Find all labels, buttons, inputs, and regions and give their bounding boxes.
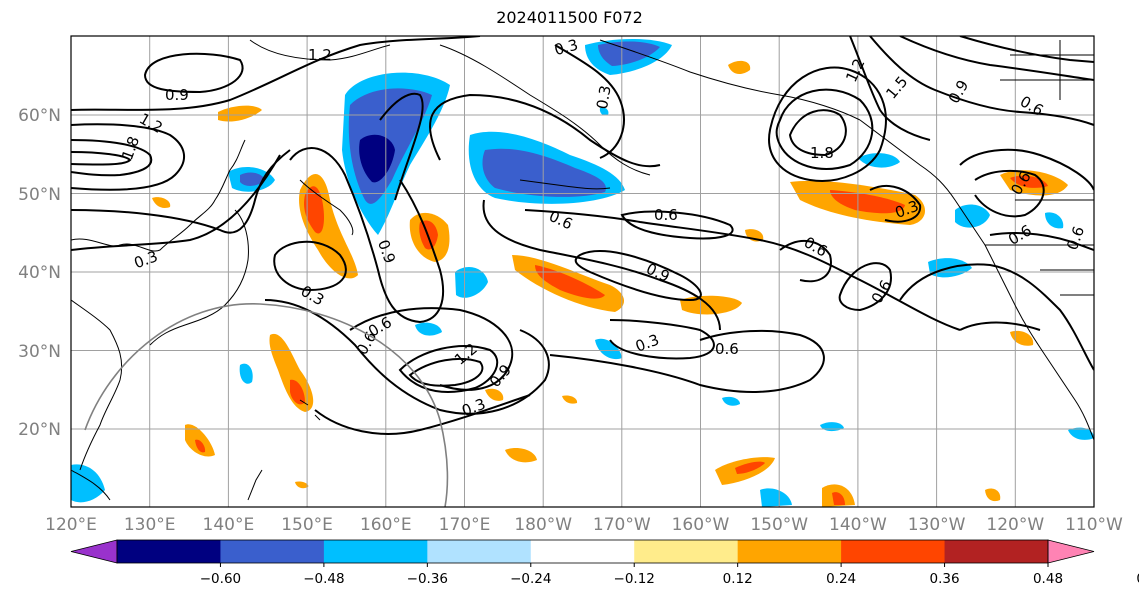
lat-label: 60°N <box>18 106 61 126</box>
colorbar-segment <box>634 540 739 563</box>
contour-label: 0.3 <box>633 331 662 356</box>
colorbar-border <box>116 539 1049 564</box>
colorbar-segment <box>117 540 221 563</box>
contour-label: 0.6 <box>1063 224 1088 253</box>
longitude-labels: 120°E 130°E 140°E 150°E 160°E 170°E 180°… <box>45 515 1123 535</box>
contour-label: 1.2 <box>308 46 332 64</box>
colorbar-segment <box>427 540 532 563</box>
colorbar-extend-high <box>1047 539 1095 564</box>
colorbar-segment <box>323 540 428 563</box>
lon-label: 130°W <box>908 515 966 535</box>
colorbar-tick-label: 0.60 <box>1136 571 1139 587</box>
lon-label: 130°E <box>124 515 176 535</box>
colorbar-extend-low <box>70 539 118 564</box>
lon-label: 110°W <box>1065 515 1123 535</box>
colorbar-segment <box>944 540 1049 563</box>
lon-label: 140°W <box>829 515 887 535</box>
negative-anomaly-shading <box>71 38 1094 507</box>
lon-label: 140°E <box>203 515 255 535</box>
colorbar-segment <box>841 540 946 563</box>
lon-label: 120°E <box>45 515 97 535</box>
graticule <box>71 36 1094 507</box>
contour-label: 0.6 <box>801 233 831 261</box>
contour-lines <box>71 36 1094 435</box>
lat-label: 20°N <box>18 420 61 440</box>
colorbar-tick-label: 0.36 <box>930 571 960 587</box>
colorbar-tick-label: 0.12 <box>723 571 753 587</box>
contour-label: 1.8 <box>118 134 143 163</box>
colorbar: −0.60 −0.48 −0.36 −0.24 −0.12 0.12 0.24 0.36 0.4… <box>70 539 1139 587</box>
contour-label: 1.8 <box>810 144 834 162</box>
colorbar-tick-label: −0.12 <box>614 571 655 587</box>
colorbar-tick-label: −0.48 <box>303 571 344 587</box>
lon-label: 180°W <box>514 515 572 535</box>
colorbar-tick-label: −0.36 <box>407 571 448 587</box>
colorbar-tick-label: 0.24 <box>826 571 856 587</box>
lat-label: 40°N <box>18 263 61 283</box>
lon-label: 160°W <box>672 515 730 535</box>
lon-label: 160°E <box>360 515 412 535</box>
range-circle <box>84 303 449 507</box>
lon-label: 150°W <box>750 515 808 535</box>
contour-label: 1.2 <box>842 56 868 85</box>
colorbar-segment <box>220 540 325 563</box>
colorbar-segment <box>737 540 842 563</box>
contour-label: 0.9 <box>165 86 189 104</box>
chart-title: 2024011500 F072 <box>496 8 643 27</box>
contour-label: 0.6 <box>1017 92 1047 120</box>
positive-anomaly-shading <box>152 60 1068 507</box>
contour-label: 0.6 <box>715 340 739 358</box>
colorbar-segment <box>530 540 635 563</box>
contour-label: 0.3 <box>552 36 580 60</box>
contour-label: 1.2 <box>451 340 481 369</box>
lon-label: 120°W <box>986 515 1044 535</box>
contour-label: 0.6 <box>654 206 678 224</box>
lat-label: 30°N <box>18 342 61 362</box>
contour-label: 1.5 <box>882 73 911 103</box>
contour-label: 0.3 <box>459 395 488 420</box>
lon-label: 170°E <box>439 515 491 535</box>
lat-label: 50°N <box>18 185 61 205</box>
map-frame <box>70 35 1095 508</box>
contour-label: 0.9 <box>374 237 399 266</box>
latitude-labels: 20°N 30°N 40°N 50°N 60°N <box>18 106 61 440</box>
colorbar-tick-label: 0.48 <box>1033 571 1063 587</box>
colorbar-tick-label: −0.60 <box>200 571 241 587</box>
lon-label: 170°W <box>593 515 651 535</box>
contour-label: 0.3 <box>298 282 328 310</box>
lon-label: 150°E <box>281 515 333 535</box>
colorbar-tick-label: −0.24 <box>510 571 551 587</box>
contour-label: 0.3 <box>593 84 615 111</box>
contour-label: 1.2 <box>136 109 166 137</box>
